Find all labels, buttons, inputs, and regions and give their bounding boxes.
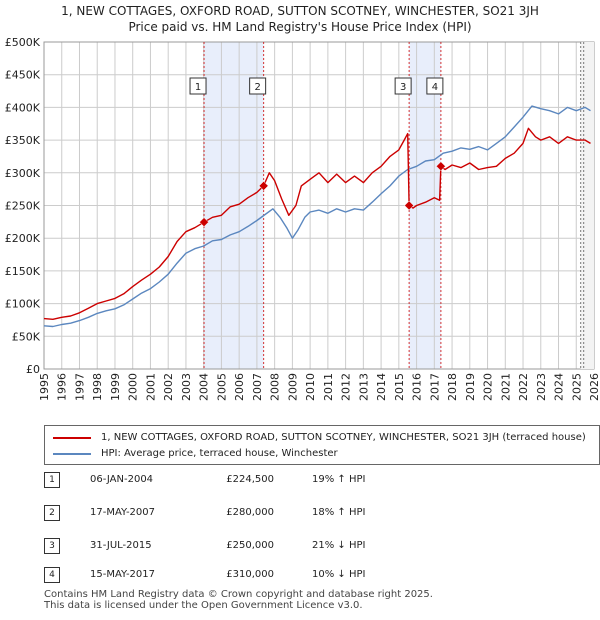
sale-number-badge: 4 (44, 567, 60, 583)
x-tick-label: 2022 (517, 373, 530, 401)
x-tick-label: 2018 (446, 373, 459, 401)
footer-attribution: Contains HM Land Registry data © Crown c… (44, 589, 433, 611)
x-tick-label: 1996 (56, 373, 69, 401)
x-tick-label: 2000 (127, 373, 140, 401)
x-tick-label: 2020 (482, 373, 495, 401)
x-tick-label: 2021 (499, 373, 512, 401)
legend: 1, NEW COTTAGES, OXFORD ROAD, SUTTON SCO… (44, 425, 600, 465)
footer-line2: This data is licensed under the Open Gov… (44, 600, 363, 611)
sale-number-box (426, 77, 444, 95)
sale-hpi-diff: 19% ↑ HPI (312, 474, 366, 485)
sale-price: £224,500 (226, 474, 274, 485)
y-tick-label: £350K (5, 134, 41, 147)
x-tick-label: 1995 (38, 373, 51, 401)
x-tick-label: 2023 (535, 373, 548, 401)
y-tick-label: £250K (5, 200, 41, 213)
sale-number-label: 2 (254, 82, 260, 93)
forecast-region (580, 42, 594, 369)
y-tick-label: £300K (5, 167, 41, 180)
x-tick-label: 2014 (375, 373, 388, 401)
sale-number-box (394, 77, 412, 95)
x-tick-label: 2025 (570, 373, 583, 401)
property-price-line (43, 127, 591, 320)
x-tick-label: 2010 (304, 373, 317, 401)
sale-hpi-diff: 21% ↓ HPI (312, 540, 366, 551)
x-tick-label: 2011 (322, 373, 335, 401)
y-tick-label: £150K (5, 265, 41, 278)
legend-swatch-hpi (53, 453, 91, 455)
sale-point (258, 181, 269, 191)
footer-line1: Contains HM Land Registry data © Crown c… (44, 589, 433, 600)
sale-number-box (249, 77, 267, 95)
x-tick-label: 1999 (109, 373, 122, 401)
sale-number-badge: 3 (44, 538, 60, 554)
x-tick-label: 2004 (198, 373, 211, 401)
sale-price: £280,000 (226, 507, 274, 518)
sale-date: 06-JAN-2004 (90, 474, 154, 485)
x-tick-label: 2009 (286, 373, 299, 401)
sale-price: £250,000 (226, 540, 274, 551)
legend-label-property: 1, NEW COTTAGES, OXFORD ROAD, SUTTON SCO… (101, 432, 586, 443)
chart-title-line1: 1, NEW COTTAGES, OXFORD ROAD, SUTTON SCO… (61, 4, 539, 18)
sale-number-label: 1 (195, 82, 201, 93)
x-tick-label: 2002 (162, 373, 175, 401)
price-chart: 1 2 3 4 £0 £50K £100K £150K £200K £250K £300K £350… (5, 36, 600, 401)
sale-hpi-diff: 10% ↓ HPI (312, 569, 366, 580)
x-tick-label: 2015 (393, 373, 406, 401)
x-tick-label: 1997 (73, 373, 86, 401)
sale-number-label: 4 (432, 82, 438, 93)
x-tick-label: 2026 (588, 373, 600, 401)
x-tick-label: 2017 (428, 373, 441, 401)
x-tick-label: 2008 (269, 373, 282, 401)
legend-swatch-property (53, 437, 91, 439)
hpi-line (43, 105, 591, 328)
sale-point (404, 200, 414, 211)
x-tick-label: 2006 (233, 373, 246, 401)
x-tick-label: 2024 (553, 373, 566, 401)
y-tick-label: £200K (5, 232, 41, 245)
sale-hpi-diff: 18% ↑ HPI (312, 507, 366, 518)
sale-date: 17-MAY-2007 (90, 507, 156, 518)
y-tick-label: £0 (26, 363, 40, 376)
sale-number-label: 3 (400, 82, 406, 93)
sale-point (436, 161, 446, 172)
y-tick-label: £500K (5, 36, 41, 49)
legend-label-hpi: HPI: Average price, terraced house, Winc… (101, 448, 338, 459)
y-tick-label: £100K (5, 298, 41, 311)
x-tick-label: 2007 (251, 373, 264, 401)
x-tick-label: 2001 (144, 373, 157, 401)
sale-date: 15-MAY-2017 (90, 569, 156, 580)
x-tick-label: 2013 (357, 373, 370, 401)
sale-date: 31-JUL-2015 (90, 540, 152, 551)
chart-title-line2: Price paid vs. HM Land Registry's House … (128, 20, 472, 34)
sale-number-badge: 2 (44, 505, 60, 521)
x-tick-label: 2012 (340, 373, 353, 401)
sale-number-box (189, 77, 207, 95)
x-tick-label: 2003 (180, 373, 193, 401)
y-tick-label: £450K (5, 69, 41, 82)
y-tick-label: £50K (12, 330, 41, 343)
x-tick-label: 2005 (215, 373, 228, 401)
sale-number-badge: 1 (44, 472, 60, 488)
y-tick-label: £400K (5, 101, 41, 114)
x-tick-label: 1998 (91, 373, 104, 401)
x-tick-label: 2016 (411, 373, 424, 401)
sale-point (199, 217, 209, 228)
sale-price: £310,000 (226, 569, 274, 580)
x-tick-label: 2019 (464, 373, 477, 401)
